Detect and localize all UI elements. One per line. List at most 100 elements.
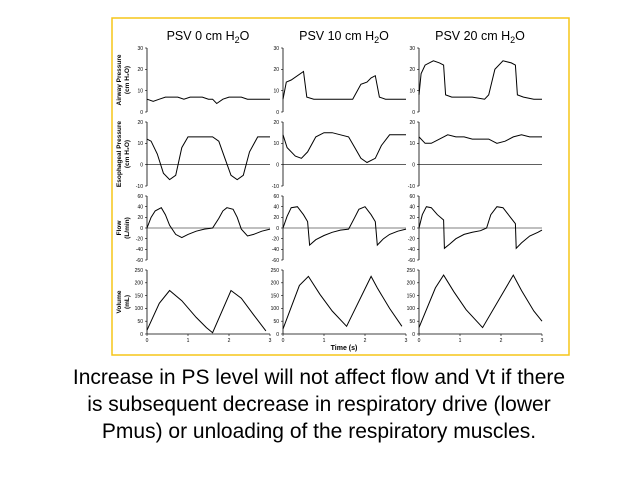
x-tick-label: 3: [269, 338, 272, 344]
y-tick-label: 0: [276, 226, 279, 232]
y-tick-label: 100: [407, 306, 416, 312]
y-tick-label: -20: [408, 236, 415, 242]
row-label-4-line-1: Volume: [116, 290, 123, 313]
y-tick-label: 50: [273, 319, 279, 325]
row-label-1-line-2: (cm H₂O): [124, 66, 131, 94]
y-tick-label: 250: [271, 268, 280, 274]
series-line-3-2: [282, 206, 407, 247]
y-tick-label: -40: [272, 247, 279, 253]
series-line-1-1: [146, 96, 270, 105]
y-tick-label: 10: [137, 141, 143, 147]
x-tick-label: 1: [459, 338, 462, 344]
caption-line-3: Pmus) or unloading of the respiratory mu…: [101, 420, 537, 443]
y-tick-label: 60: [409, 194, 415, 200]
y-tick-label: 30: [137, 46, 143, 52]
y-tick-label: 0: [276, 110, 279, 116]
y-tick-label: 0: [412, 332, 415, 338]
row-label-4-line-2: (mL): [124, 295, 131, 309]
y-tick-label: 100: [271, 306, 280, 312]
x-tick-label: 2: [364, 338, 367, 344]
column-title-text: PSV 20 cm H: [435, 29, 510, 43]
series-line-1-3: [418, 60, 542, 100]
x-axis-label: Time (s): [331, 345, 358, 352]
y-tick-label: 50: [409, 319, 415, 325]
x-tick-label: 0: [146, 338, 149, 344]
y-tick-label: 20: [409, 120, 415, 126]
column-title-end: O: [515, 29, 525, 43]
y-tick-label: -10: [272, 184, 279, 190]
y-tick-label: 50: [137, 319, 143, 325]
column-title-3: PSV 20 cm H2O: [435, 29, 525, 45]
x-tick-label: 2: [228, 338, 231, 344]
y-tick-label: 20: [273, 67, 279, 73]
y-tick-label: 200: [271, 281, 280, 287]
row-label-3-line-1: Flow: [116, 220, 123, 236]
column-title-subscript: 2: [510, 35, 515, 45]
y-tick-label: -20: [136, 236, 143, 242]
column-title-text: PSV 0 cm H: [167, 29, 235, 43]
series-line-2-2: [282, 132, 406, 164]
caption-line-1: Increase in PS level will not affect flo…: [72, 366, 566, 389]
y-tick-label: -40: [136, 247, 143, 253]
y-tick-label: 200: [135, 281, 144, 287]
series-line-1-2: [282, 70, 406, 100]
y-tick-label: -60: [136, 258, 143, 264]
y-tick-label: 20: [137, 67, 143, 73]
y-tick-label: 0: [276, 332, 279, 338]
y-tick-label: -20: [272, 236, 279, 242]
y-tick-label: 0: [412, 162, 415, 168]
y-tick-label: 150: [407, 293, 416, 299]
column-title-1: PSV 0 cm H2O: [167, 29, 250, 45]
y-tick-label: 60: [273, 194, 279, 200]
y-tick-label: 10: [409, 88, 415, 94]
x-tick-label: 1: [323, 338, 326, 344]
series-line-4-2: [282, 275, 403, 330]
y-tick-label: 150: [271, 293, 280, 299]
y-tick-label: 10: [409, 141, 415, 147]
y-tick-label: 20: [409, 215, 415, 221]
y-tick-label: 0: [276, 162, 279, 168]
x-tick-label: 3: [405, 338, 408, 344]
y-tick-label: 20: [273, 215, 279, 221]
y-tick-label: 0: [140, 332, 143, 338]
y-tick-label: 0: [140, 110, 143, 116]
y-tick-label: 20: [137, 120, 143, 126]
row-label-2-line-2: (cm H₂O): [124, 140, 131, 168]
y-tick-label: -60: [408, 258, 415, 264]
y-tick-label: -10: [136, 184, 143, 190]
y-tick-label: 40: [409, 204, 415, 210]
y-tick-label: 10: [273, 141, 279, 147]
y-tick-label: 150: [135, 293, 144, 299]
row-label-2-line-1: Esophageal Pressure: [116, 121, 123, 187]
y-tick-label: 0: [140, 162, 143, 168]
y-tick-label: 0: [412, 226, 415, 232]
y-tick-label: 20: [137, 215, 143, 221]
x-tick-label: 1: [187, 338, 190, 344]
x-tick-label: 3: [541, 338, 544, 344]
column-title-2: PSV 10 cm H2O: [299, 29, 389, 45]
y-tick-label: -40: [408, 247, 415, 253]
y-tick-label: 200: [407, 281, 416, 287]
x-tick-label: 2: [500, 338, 503, 344]
y-tick-label: 100: [135, 306, 144, 312]
y-tick-label: 250: [135, 268, 144, 274]
series-line-3-1: [146, 207, 271, 239]
caption-line-2: is subsequent decrease in respiratory dr…: [87, 393, 551, 416]
y-tick-label: 40: [137, 204, 143, 210]
x-tick-label: 0: [418, 338, 421, 344]
column-title-subscript: 2: [235, 35, 240, 45]
series-line-3-3: [418, 206, 543, 250]
column-title-end: O: [379, 29, 389, 43]
y-tick-label: -10: [408, 184, 415, 190]
y-tick-label: 0: [140, 226, 143, 232]
caption: Increase in PS level will not affect flo…: [0, 364, 638, 445]
column-title-text: PSV 10 cm H: [299, 29, 374, 43]
y-tick-label: 10: [137, 88, 143, 94]
y-tick-label: 250: [407, 268, 416, 274]
series-line-2-1: [146, 136, 270, 181]
y-tick-label: 60: [137, 194, 143, 200]
y-tick-label: 40: [273, 204, 279, 210]
y-tick-label: -60: [272, 258, 279, 264]
figure-panel: PSV 0 cm H2O PSV 10 cm H2O PSV 20 cm H2O A…: [111, 17, 570, 356]
column-title-end: O: [240, 29, 250, 43]
